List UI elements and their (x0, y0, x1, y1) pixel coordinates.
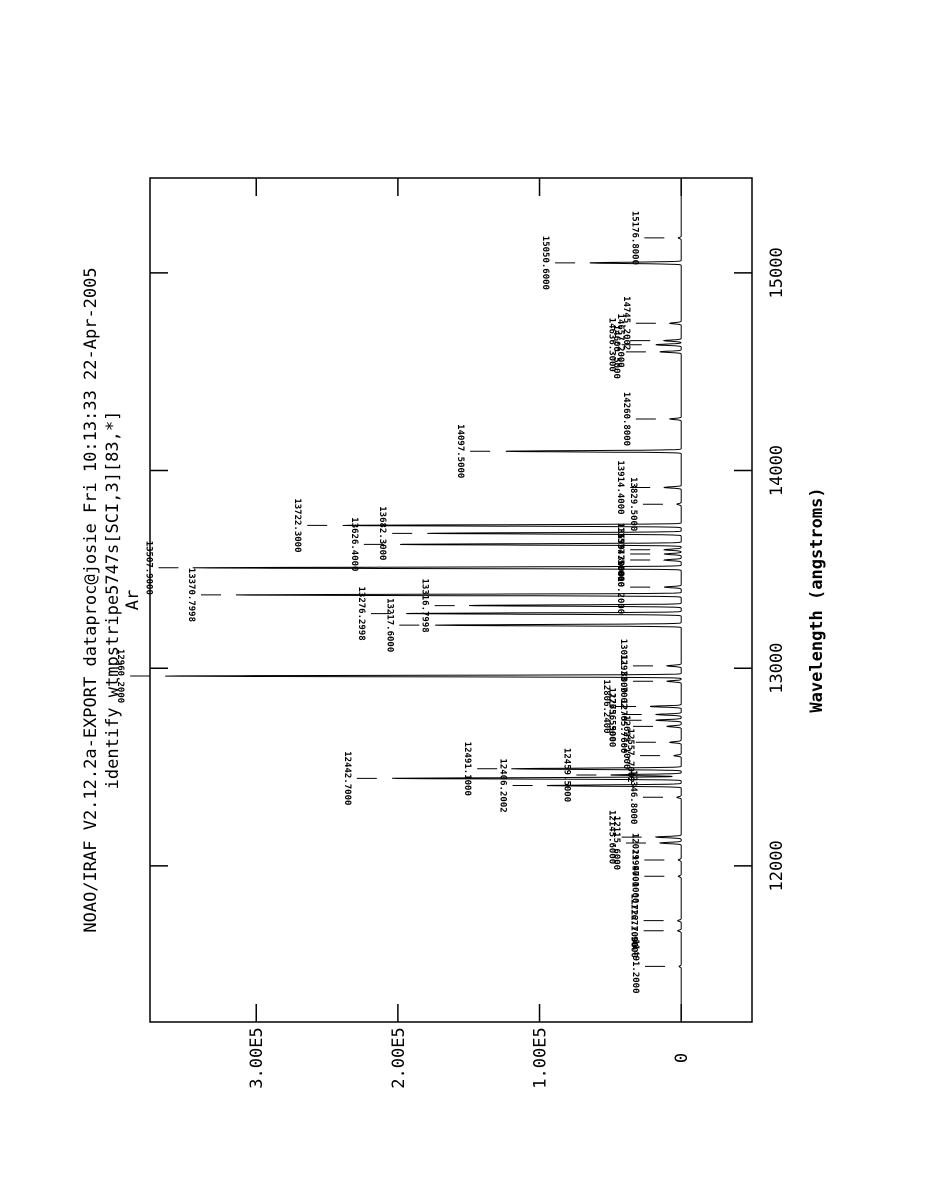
x-tick-label-1: 13000 (767, 643, 787, 694)
line-label-22: 13276.2998 (356, 586, 366, 640)
line-label-24: 13370.7998 (186, 568, 196, 622)
y-tick-label-2: 2.00E5 (389, 1027, 409, 1088)
line-label-29: 13599.3000 (615, 523, 625, 577)
line-label-6: 12145.6000 (607, 810, 617, 864)
line-label-33: 13829.5000 (628, 477, 638, 531)
y-tick-label-1: 1.00E5 (531, 1027, 551, 1088)
line-label-20: 13011.8000 (618, 639, 628, 693)
line-label-21: 13217.6000 (384, 598, 394, 652)
line-label-39: 14657.2000 (615, 314, 625, 368)
x-tick-label-2: 14000 (767, 445, 787, 496)
line-label-16: 12765.5500 (607, 687, 617, 741)
line-label-23: 13316.7998 (420, 578, 430, 632)
line-label-25: 13410.2000 (615, 560, 625, 614)
line-label-3: 11947.1000 (629, 849, 639, 903)
line-label-31: 13682.3000 (377, 506, 387, 560)
line-label-4: 12029.9000 (629, 833, 639, 887)
line-label-9: 12442.7000 (342, 751, 352, 805)
line-label-38: 14636.3000 (607, 318, 617, 372)
line-label-34: 13914.4000 (615, 460, 625, 514)
line-label-27: 13547.3000 (615, 533, 625, 587)
line-label-32: 13722.3000 (292, 498, 302, 552)
line-label-41: 15050.6000 (540, 236, 550, 290)
line-label-40: 14745.2002 (621, 296, 631, 350)
line-label-14: 12705.7600 (618, 699, 628, 753)
plot-frame (149, 177, 753, 1023)
spectrum-line (165, 179, 682, 1020)
line-label-30: 13626.4000 (349, 517, 359, 571)
line-label-12: 12557.7002 (625, 729, 635, 783)
x-tick-label-3: 15000 (767, 247, 787, 298)
line-label-0: 11491.2000 (630, 939, 640, 993)
line-label-19: 12960.2000 (115, 649, 125, 703)
line-markers: 11491.200011671.900011722.700011947.1000… (115, 211, 666, 994)
line-label-35: 14097.5000 (455, 424, 465, 478)
line-label-18: 12933.7002 (618, 654, 628, 708)
spectrum-line-group (165, 179, 682, 1020)
line-label-17: 12806.2400 (601, 679, 611, 733)
line-label-13: 12625.1000 (621, 715, 631, 769)
line-label-26: 13507.9000 (143, 541, 153, 595)
line-label-37: 14600.5000 (611, 325, 621, 379)
line-label-15: 12736.9000 (607, 693, 617, 747)
line-label-10: 12459.5000 (561, 748, 571, 802)
y-tick-label-0: 0 (672, 1053, 692, 1063)
line-label-7: 12346.8000 (628, 770, 638, 824)
header-line-1: NOAO/IRAF V2.12.2a-EXPORT dataproc@josie… (81, 267, 101, 932)
line-label-36: 14260.8000 (621, 392, 631, 446)
header-line-2: identify wtmpstripe5747s[SCI,3][83,*] (103, 411, 123, 790)
header-line-3: Ar (123, 590, 143, 610)
line-label-11: 12491.1000 (462, 742, 472, 796)
line-label-8: 12406.2002 (498, 758, 508, 812)
line-label-2: 11722.7000 (629, 894, 639, 948)
line-label-5: 12115.6000 (611, 816, 621, 870)
y-tick-label-3: 3.00E5 (247, 1027, 267, 1088)
line-label-1: 11671.9000 (629, 904, 639, 958)
axis-ticks: 12000 13000 14000 15000 0 1.00E5 2.00E5 3.00E5 (150, 178, 787, 1089)
x-axis-label: Wavelength (angstroms) (807, 487, 827, 712)
line-label-42: 15176.8000 (629, 211, 639, 265)
line-label-28: 13577.5000 (615, 527, 625, 581)
x-tick-label-0: 12000 (767, 840, 787, 891)
